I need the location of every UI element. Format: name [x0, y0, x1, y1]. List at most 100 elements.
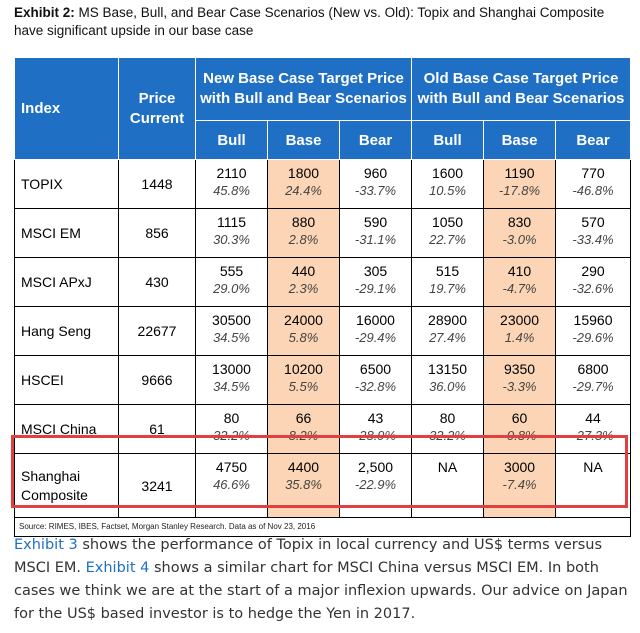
new-bear-pct: -33.7% — [354, 183, 397, 198]
new-bull-pct: 45.8% — [213, 183, 250, 198]
old-base-cell: 410 -4.7% — [483, 257, 557, 307]
price-current: 430 — [118, 257, 196, 307]
new-base-value: 880 — [291, 214, 316, 230]
new-bear-value: 960 — [363, 165, 388, 181]
old-bear-value: NA — [583, 459, 603, 475]
source-row: Source: RIMES, IBES, Factset, Morgan Sta… — [13, 517, 632, 537]
new-bull-value: 30500 — [212, 312, 251, 328]
old-base-value: 3000 — [503, 459, 536, 475]
source-note: Source: RIMES, IBES, Factset, Morgan Sta… — [13, 517, 632, 537]
index-name: HSCEI — [14, 355, 119, 405]
old-bull-value: 80 — [439, 410, 456, 426]
new-bear-cell: 305 -29.1% — [338, 257, 413, 307]
header-new-bull: Bull — [195, 120, 268, 160]
table-row: MSCI China 61 80 32.2% 66 8.2% 43 -28.9% 80… — [14, 404, 632, 454]
old-base-cell: 830 -3.0% — [483, 208, 557, 258]
new-bear-pct: -29.4% — [354, 330, 397, 345]
new-base-cell: 1800 24.4% — [267, 159, 340, 209]
old-bear-pct: -29.7% — [572, 379, 614, 394]
old-bear-cell: NA — [555, 453, 632, 518]
old-bear-cell: 770 -46.8% — [555, 159, 632, 209]
new-bear-value: 2,500 — [357, 459, 394, 475]
old-bear-value: 290 — [581, 263, 605, 279]
index-name: MSCI APxJ — [14, 257, 119, 307]
new-bear-cell: 2,500 -22.9% — [338, 453, 413, 518]
old-bull-cell: 515 19.7% — [411, 257, 485, 307]
new-bull-pct: 32.2% — [213, 428, 250, 443]
header-new-line2: with Bull and Bear Scenarios — [200, 90, 407, 107]
header-price-line1: Price — [138, 89, 176, 107]
new-base-cell: 880 2.8% — [267, 208, 340, 258]
new-base-value: 66 — [295, 410, 312, 426]
header-index: Index — [14, 57, 119, 160]
old-bear-value: 15960 — [573, 312, 613, 328]
new-bull-cell: 4750 46.6% — [195, 453, 268, 518]
price-current: 9666 — [118, 355, 196, 405]
old-base-pct: -17.8% — [498, 183, 541, 198]
table-body: TOPIX 1448 2110 45.8% 1800 24.4% 960 -33.7%… — [13, 159, 632, 537]
old-base-pct: 1.4% — [504, 330, 535, 345]
new-bull-pct: 34.5% — [213, 330, 250, 345]
old-base-cell: 60 -0.8% — [483, 404, 557, 454]
old-bear-cell: 44 -27.3% — [555, 404, 632, 454]
old-base-cell: 23000 1.4% — [483, 306, 557, 356]
new-bear-pct: -28.9% — [354, 428, 397, 443]
old-bear-value: 570 — [581, 214, 605, 230]
index-name: Shanghai Composite — [14, 453, 119, 518]
exhibit-label: Exhibit 2: — [14, 5, 75, 20]
new-bull-cell: 13000 34.5% — [195, 355, 268, 405]
table-row: MSCI EM 856 1115 30.3% 880 2.8% 590 -31.1% … — [14, 208, 632, 258]
old-bull-value: 13150 — [428, 361, 467, 377]
header-price-line2: Current — [129, 109, 185, 127]
new-bear-value: 305 — [363, 263, 388, 279]
old-base-value: 9350 — [503, 361, 536, 377]
old-bull-pct: 32.2% — [429, 428, 466, 443]
index-name: Hang Seng — [14, 306, 119, 356]
exhibit-4-link[interactable]: Exhibit 4 — [85, 560, 150, 576]
index-name-text: Shanghai — [21, 467, 81, 484]
new-base-value: 4400 — [287, 459, 320, 475]
old-bull-value: 1050 — [431, 214, 464, 230]
index-name: MSCI China — [14, 404, 119, 454]
old-bear-value: 44 — [585, 410, 601, 426]
old-bull-value: NA — [437, 459, 458, 475]
new-base-cell: 4400 35.8% — [267, 453, 340, 518]
header-old-bear: Bear — [555, 120, 632, 160]
new-bear-value: 16000 — [356, 312, 395, 328]
new-bull-value: 2110 — [216, 165, 247, 181]
paragraph-text-2: shows a similar chart for MSCI China ver… — [14, 560, 628, 622]
new-bull-pct: 34.5% — [213, 379, 250, 394]
old-bear-value: 770 — [581, 165, 605, 181]
old-bear-pct: -33.4% — [572, 232, 614, 247]
new-bear-value: 590 — [363, 214, 388, 230]
header-new-bear: Bear — [338, 120, 413, 160]
old-bull-cell: 1050 22.7% — [411, 208, 485, 258]
old-bear-pct: -27.3% — [572, 428, 614, 443]
old-base-value: 23000 — [500, 312, 539, 328]
header-old-line1: Old Base Case Target Price — [423, 70, 619, 87]
old-bull-cell: 80 32.2% — [411, 404, 485, 454]
exhibit-3-link[interactable]: Exhibit 3 — [14, 537, 78, 553]
old-bull-value: 28900 — [428, 312, 467, 328]
new-bear-pct: -32.8% — [354, 379, 397, 394]
new-base-cell: 66 8.2% — [267, 404, 340, 454]
old-bear-cell: 570 -33.4% — [555, 208, 632, 258]
new-bear-cell: 16000 -29.4% — [338, 306, 413, 356]
price-current: 3241 — [118, 453, 196, 518]
new-bull-value: 4750 — [215, 459, 248, 475]
old-bull-pct: 22.7% — [429, 232, 466, 247]
new-bear-value: 6500 — [359, 361, 392, 377]
old-bear-pct: -32.6% — [572, 281, 614, 296]
new-bull-value: 13000 — [212, 361, 251, 377]
new-bull-cell: 80 32.2% — [195, 404, 268, 454]
old-bull-cell: 28900 27.4% — [411, 306, 485, 356]
index-name-text: HSCEI — [21, 371, 64, 388]
price-current: 22677 — [118, 306, 196, 356]
old-bear-pct: -46.8% — [572, 183, 614, 198]
table-row: Hang Seng 22677 30500 34.5% 24000 5.8% 160… — [14, 306, 632, 356]
new-bear-cell: 6500 -32.8% — [338, 355, 413, 405]
new-base-pct: 5.8% — [288, 330, 319, 345]
old-bear-pct: -29.6% — [572, 330, 614, 345]
header-old-base: Base — [483, 120, 557, 160]
header-price-current: Price Current — [118, 57, 196, 160]
